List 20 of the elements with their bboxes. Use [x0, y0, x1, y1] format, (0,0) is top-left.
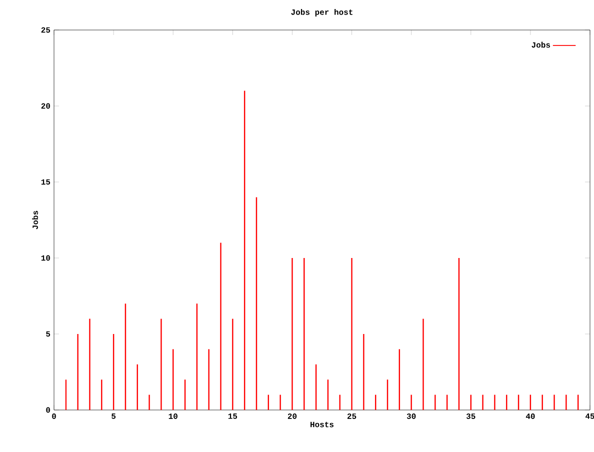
y-tick-label: 5: [46, 331, 50, 337]
x-tick-label: 15: [228, 414, 238, 419]
y-tick-label: 10: [41, 255, 50, 261]
y-tick-label: 20: [41, 103, 50, 109]
y-axis-title: Jobs: [32, 210, 38, 230]
x-tick-label: 40: [526, 414, 535, 419]
chart-title: Jobs per host: [291, 9, 352, 16]
legend-label: Jobs: [532, 42, 550, 48]
x-tick-label: 35: [466, 414, 476, 419]
x-tick-label: 5: [112, 414, 116, 419]
x-axis-title: Hosts: [310, 422, 334, 428]
x-tick-label: 25: [347, 414, 356, 419]
y-tick-label: 15: [41, 179, 50, 185]
y-tick-label: 25: [41, 27, 50, 33]
x-tick-label: 45: [585, 414, 594, 419]
x-tick-label: 0: [52, 414, 56, 419]
x-tick-label: 30: [406, 414, 416, 419]
x-tick-label: 20: [288, 414, 297, 419]
y-tick-label: 0: [46, 407, 50, 413]
x-tick-label: 10: [168, 414, 178, 419]
